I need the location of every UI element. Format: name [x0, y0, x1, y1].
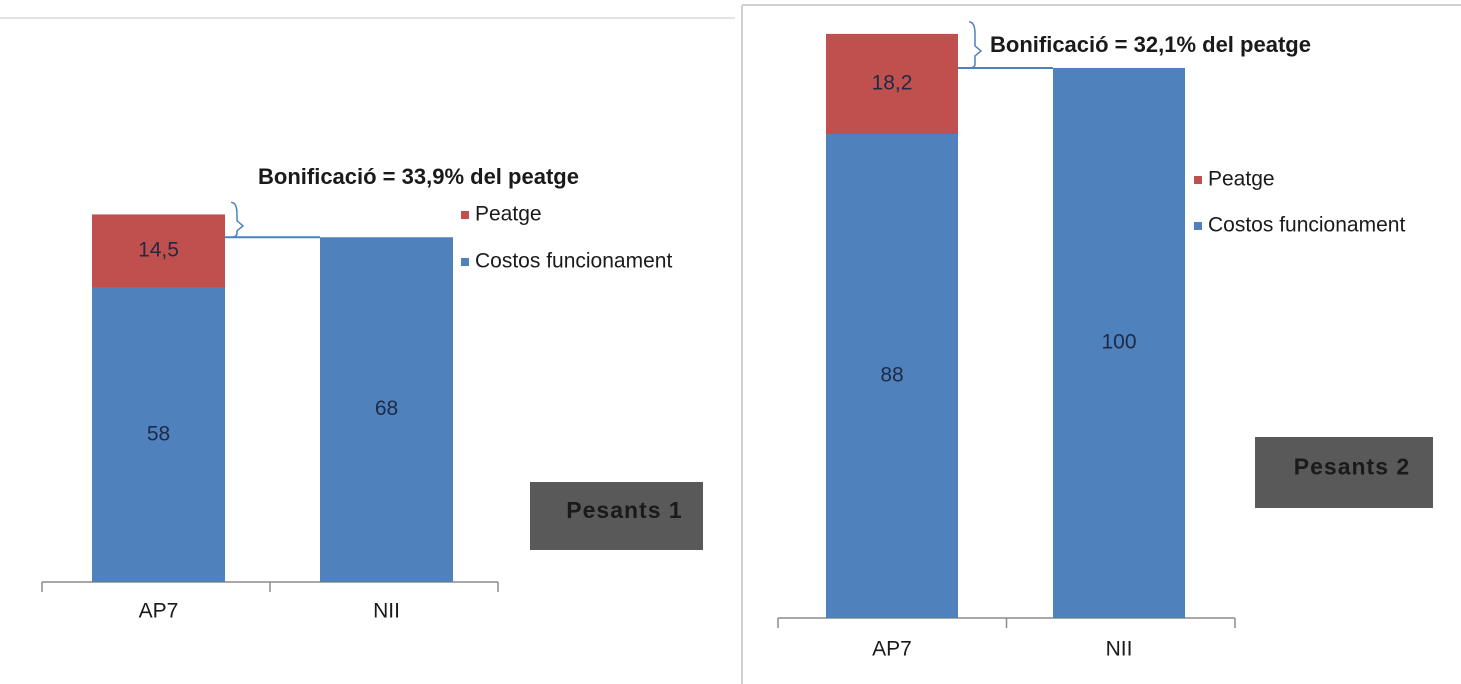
bar-segment [92, 214, 225, 288]
label-box [530, 482, 703, 550]
data-label: 68 [375, 397, 398, 420]
data-label: 58 [147, 423, 170, 446]
legend-label: Peatge [475, 203, 542, 226]
label-box-text: Pesants 1 [566, 497, 682, 523]
bar-segment [826, 33, 958, 134]
x-tick-label: NII [373, 600, 400, 623]
annotation: Bonificació = 32,1% del peatge [990, 32, 1311, 57]
annotation-brace [230, 201, 245, 238]
legend-swatch [461, 211, 469, 219]
data-label: 88 [880, 364, 903, 387]
annotation-brace [968, 21, 983, 69]
data-label: 18,2 [872, 71, 913, 94]
data-label: 100 [1101, 331, 1136, 354]
annotation: Bonificació = 33,9% del peatge [258, 164, 579, 189]
x-tick-label: AP7 [139, 600, 179, 623]
legend-label: Peatge [1208, 168, 1275, 191]
legend-swatch [461, 258, 469, 266]
bar-segment [92, 287, 225, 582]
bar-segment [320, 237, 453, 583]
legend-swatch [1194, 222, 1202, 230]
legend-label: Costos funcionament [475, 250, 672, 273]
label-box [1255, 437, 1433, 508]
bar-segment [826, 134, 958, 618]
label-box-text: Pesants 2 [1294, 454, 1410, 480]
x-tick-label: NII [1106, 638, 1133, 661]
bar-segment [1053, 68, 1185, 618]
x-tick-label: AP7 [872, 638, 912, 661]
data-label: 14,5 [138, 239, 179, 262]
legend-swatch [1194, 176, 1202, 184]
legend-label: Costos funcionament [1208, 214, 1405, 237]
